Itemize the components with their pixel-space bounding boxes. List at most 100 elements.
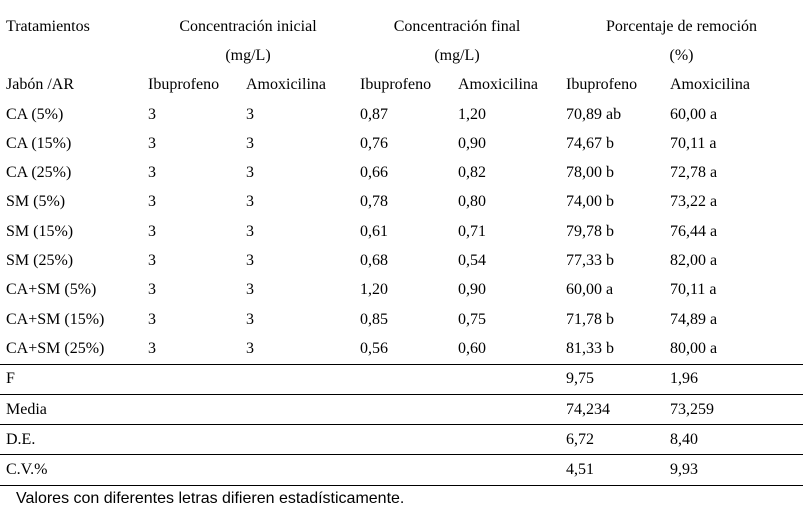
table-cell: 60,00 a	[670, 105, 718, 123]
subheader-cell: Amoxicilina	[670, 76, 750, 94]
table-cell: 74,67 b	[566, 134, 614, 152]
subheader-cell: Ibuprofeno	[360, 76, 432, 94]
table-cell: CA (15%)	[6, 134, 72, 152]
table-cell: 0,87	[360, 105, 388, 123]
stats-label: C.V.%	[0, 454, 142, 486]
table-cell: 0,56	[360, 339, 388, 357]
stats-label: Media	[0, 394, 142, 426]
table-cell: 70,11 a	[670, 281, 717, 299]
header-porcentaje: Porcentaje de remoción	[605, 17, 758, 35]
table-cell: 3	[246, 281, 254, 299]
header-row-2: (mg/L) (mg/L) (%)	[0, 41, 803, 70]
table-cell: 3	[246, 164, 254, 182]
stats-value: 9,75	[560, 363, 664, 395]
subheader-cell: Ibuprofeno	[566, 76, 638, 94]
table-cell: 82,00 a	[670, 252, 718, 270]
table-cell: 74,00 b	[566, 193, 614, 211]
table-cell: 0,71	[458, 222, 486, 240]
table-cell: 1,20	[458, 105, 486, 123]
stats-value: 1,96	[664, 363, 803, 395]
table-cell: CA+SM (5%)	[6, 281, 97, 299]
table-cell: 0,66	[360, 164, 388, 182]
table-cell: 0,68	[360, 252, 388, 270]
header-unit-pct: (%)	[669, 46, 694, 64]
stats-value: 6,72	[560, 424, 664, 456]
table-cell: 0,78	[360, 193, 388, 211]
header-conc-inicial: Concentración inicial	[179, 17, 317, 35]
table-cell: 60,00 a	[566, 281, 614, 299]
table-cell: 70,89 ab	[566, 105, 622, 123]
table-row: CA+SM (5%) 3 3 1,20 0,90 60,00 a 70,11 a	[0, 276, 803, 305]
table-cell: 0,90	[458, 134, 486, 152]
stats-value: 4,51	[560, 454, 664, 486]
table-cell: 3	[148, 339, 156, 357]
subheader-cell: Amoxicilina	[458, 76, 538, 94]
table-row: CA (25%) 3 3 0,66 0,82 78,00 b 72,78 a	[0, 158, 803, 187]
table-cell: 3	[148, 252, 156, 270]
table-cell: SM (15%)	[6, 222, 74, 240]
table-cell: 0,54	[458, 252, 486, 270]
table-cell: 3	[246, 193, 254, 211]
stats-value: 9,93	[664, 454, 803, 486]
table-cell: 3	[148, 222, 156, 240]
table-cell: 3	[148, 281, 156, 299]
table-cell: CA+SM (15%)	[6, 310, 105, 328]
table-cell: 0,61	[360, 222, 388, 240]
stats-row: C.V.% 4,51 9,93	[0, 454, 803, 486]
table-cell: 0,90	[458, 281, 486, 299]
stats-label: F	[0, 363, 142, 395]
table-cell: 3	[148, 193, 156, 211]
header-row-1: Tratamientos Concentración inicial Conce…	[0, 12, 803, 41]
results-table: Tratamientos Concentración inicial Conce…	[0, 12, 803, 486]
header-row-3: Jabón /AR Ibuprofeno Amoxicilina Ibuprof…	[0, 71, 803, 100]
table-cell: 3	[148, 105, 156, 123]
subheader-cell: Ibuprofeno	[148, 76, 220, 94]
table-cell: 77,33 b	[566, 252, 614, 270]
table-row: CA (5%) 3 3 0,87 1,20 70,89 ab 60,00 a	[0, 100, 803, 129]
table-cell: 3	[246, 222, 254, 240]
table-cell: 78,00 b	[566, 164, 614, 182]
stats-value: 8,40	[664, 424, 803, 456]
subheader-cell: Amoxicilina	[246, 76, 326, 94]
stats-value: 74,234	[560, 394, 664, 426]
stats-label: D.E.	[0, 424, 142, 456]
table-cell: CA (25%)	[6, 164, 72, 182]
stats-row: D.E. 6,72 8,40	[0, 424, 803, 456]
table-cell: SM (25%)	[6, 252, 74, 270]
footnote: Valores con diferentes letras difieren e…	[16, 490, 405, 507]
header-tratamientos: Tratamientos	[6, 17, 90, 35]
table-cell: 0,80	[458, 193, 486, 211]
table-cell: 0,60	[458, 339, 486, 357]
table-row: SM (5%) 3 3 0,78 0,80 74,00 b 73,22 a	[0, 188, 803, 217]
header-unit-inicial: (mg/L)	[225, 46, 271, 64]
stats-row: Media 74,234 73,259	[0, 394, 803, 426]
table-cell: 3	[246, 252, 254, 270]
table-cell: 3	[246, 339, 254, 357]
table-cell: 74,89 a	[670, 310, 718, 328]
table-row: CA+SM (25%) 3 3 0,56 0,60 81,33 b 80,00 a	[0, 334, 803, 364]
table-cell: 80,00 a	[670, 339, 718, 357]
table-row: SM (15%) 3 3 0,61 0,71 79,78 b 76,44 a	[0, 217, 803, 246]
table-cell: 3	[148, 134, 156, 152]
table-cell: 3	[148, 310, 156, 328]
table-cell: 3	[246, 310, 254, 328]
table-cell: SM (5%)	[6, 193, 66, 211]
table-cell: 0,82	[458, 164, 486, 182]
header-conc-final: Concentración final	[393, 17, 521, 35]
table-cell: CA+SM (25%)	[6, 339, 105, 357]
table-cell: 73,22 a	[670, 193, 718, 211]
table-cell: 0,75	[458, 310, 486, 328]
table-row: SM (25%) 3 3 0,68 0,54 77,33 b 82,00 a	[0, 246, 803, 275]
stats-row: F 9,75 1,96	[0, 363, 803, 395]
table-cell: 70,11 a	[670, 134, 717, 152]
table-cell: 76,44 a	[670, 222, 718, 240]
table-cell: 3	[246, 105, 254, 123]
stats-value: 73,259	[664, 394, 803, 426]
table-cell: 3	[148, 164, 156, 182]
header-unit-final: (mg/L)	[434, 46, 480, 64]
table-cell: 3	[246, 134, 254, 152]
table-row: CA+SM (15%) 3 3 0,85 0,75 71,78 b 74,89 a	[0, 305, 803, 334]
table-cell: 79,78 b	[566, 222, 614, 240]
table-cell: CA (5%)	[6, 105, 64, 123]
